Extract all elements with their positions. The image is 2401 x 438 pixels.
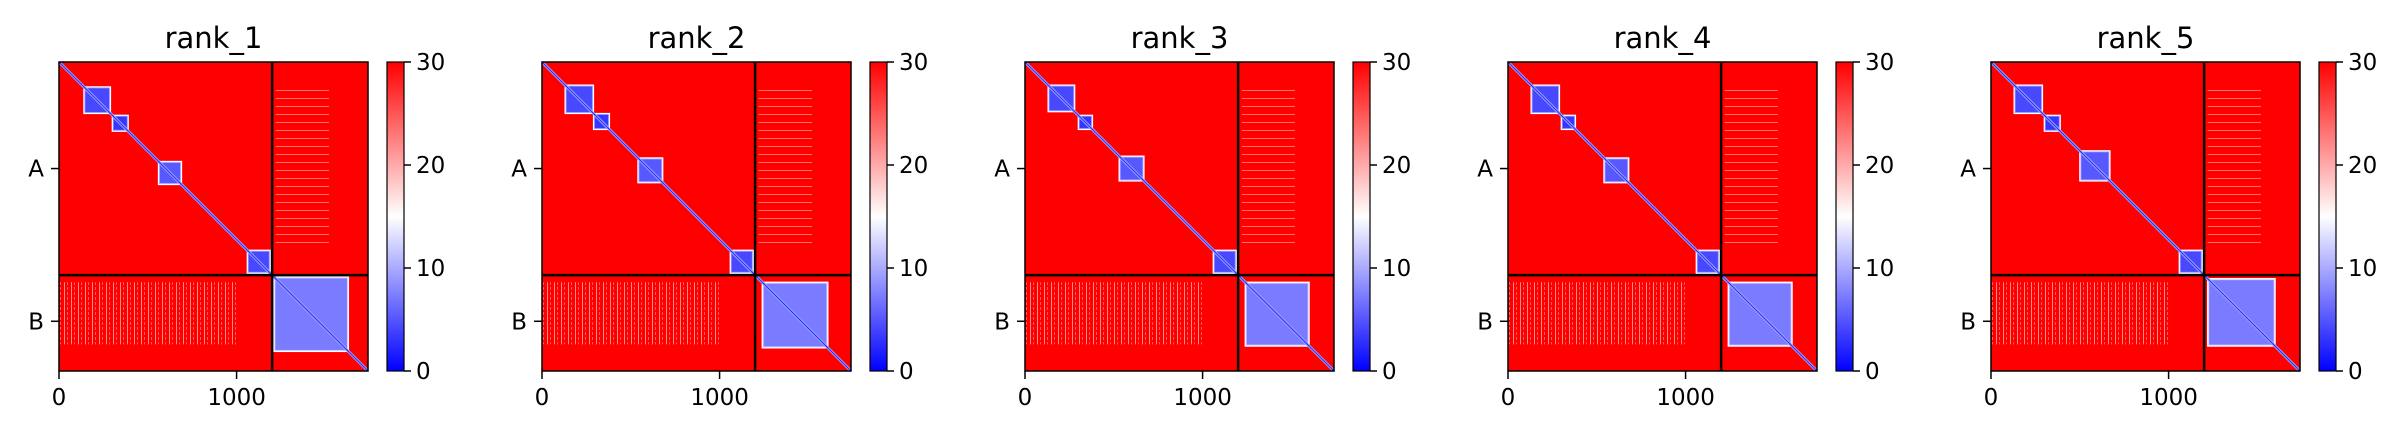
panel-title: rank_5 (2097, 21, 2195, 55)
colorbar-tick-label: 20 (1865, 153, 1894, 179)
colorbar-tick-label: 20 (899, 153, 928, 179)
colorbar-tick-label: 30 (1865, 50, 1894, 76)
panel-title: rank_2 (648, 21, 746, 55)
colorbar-tick-label: 0 (1382, 359, 1397, 385)
colorbar-tick-label: 10 (416, 256, 445, 282)
x-tick-label: 1000 (1173, 385, 1232, 411)
colorbar-tick-label: 0 (899, 359, 914, 385)
axes-frame (1507, 61, 1818, 372)
x-tick-label: 0 (1984, 385, 1999, 411)
interchain-texture (1724, 83, 1778, 244)
interchain-texture (2207, 83, 2261, 244)
x-tick-label: 0 (52, 385, 67, 411)
diagonal-core (58, 61, 369, 372)
interchain-texture (275, 83, 329, 244)
x-tick-label: 1000 (2139, 385, 2198, 411)
y-tick-label: A (1960, 157, 1976, 183)
axes-frame (1024, 61, 1335, 372)
panel-rank_5: rank_5 0 1000 A B 0 10 20 30 (1960, 21, 2377, 411)
colorbar-tick-label: 0 (416, 359, 431, 385)
colorbar (2318, 61, 2337, 372)
axes-frame (58, 61, 369, 372)
x-tick-label: 1000 (207, 385, 266, 411)
colorbar-tick-label: 10 (1865, 256, 1894, 282)
interchain-texture (1025, 282, 1203, 345)
panel-rank_2: rank_2 0 1000 A B 0 10 20 30 (511, 21, 928, 411)
x-tick-label: 0 (1501, 385, 1516, 411)
diagonal-core (1507, 61, 1818, 372)
colorbar (869, 61, 888, 372)
colorbar (386, 61, 405, 372)
interchain-texture (758, 83, 812, 244)
panel-title: rank_4 (1614, 21, 1712, 55)
colorbar-tick-label: 20 (416, 153, 445, 179)
colorbar-tick-label: 20 (1382, 153, 1411, 179)
panel-rank_1: rank_1 0 1000 A B 0 10 20 30 (28, 21, 445, 411)
colorbar-tick-label: 30 (416, 50, 445, 76)
panel-rank_4: rank_4 0 1000 A B 0 10 20 30 (1477, 21, 1894, 411)
interchain-texture (542, 282, 720, 345)
x-tick-label: 1000 (690, 385, 749, 411)
y-tick-label: A (1477, 157, 1493, 183)
interchain-texture (1991, 282, 2169, 345)
y-tick-label: B (511, 309, 527, 335)
colorbar (1352, 61, 1371, 372)
diagonal-core (541, 61, 852, 372)
diagonal-core (1990, 61, 2301, 372)
colorbar-tick-label: 10 (1382, 256, 1411, 282)
colorbar-tick-label: 30 (899, 50, 928, 76)
y-tick-label: B (28, 309, 44, 335)
axes-frame (1990, 61, 2301, 372)
x-tick-label: 0 (1018, 385, 1033, 411)
panel-title: rank_1 (165, 21, 263, 55)
diagonal-core (1024, 61, 1335, 372)
colorbar-tick-label: 30 (1382, 50, 1411, 76)
y-tick-label: A (994, 157, 1010, 183)
colorbar-tick-label: 30 (2348, 50, 2377, 76)
colorbar-tick-label: 10 (2348, 256, 2377, 282)
panel-title: rank_3 (1131, 21, 1229, 55)
y-tick-label: B (1477, 309, 1493, 335)
x-tick-label: 0 (535, 385, 550, 411)
panel-rank_3: rank_3 0 1000 A B 0 10 20 30 (994, 21, 1411, 411)
colorbar-tick-label: 0 (1865, 359, 1880, 385)
colorbar-tick-label: 20 (2348, 153, 2377, 179)
x-tick-label: 1000 (1656, 385, 1715, 411)
colorbar-tick-label: 10 (899, 256, 928, 282)
y-tick-label: B (1960, 309, 1976, 335)
axes-frame (541, 61, 852, 372)
interchain-texture (59, 282, 237, 345)
interchain-texture (1508, 282, 1686, 345)
y-tick-label: A (28, 157, 44, 183)
colorbar-tick-label: 0 (2348, 359, 2363, 385)
y-tick-label: B (994, 309, 1010, 335)
colorbar (1835, 61, 1854, 372)
y-tick-label: A (511, 157, 527, 183)
interchain-texture (1241, 83, 1295, 244)
